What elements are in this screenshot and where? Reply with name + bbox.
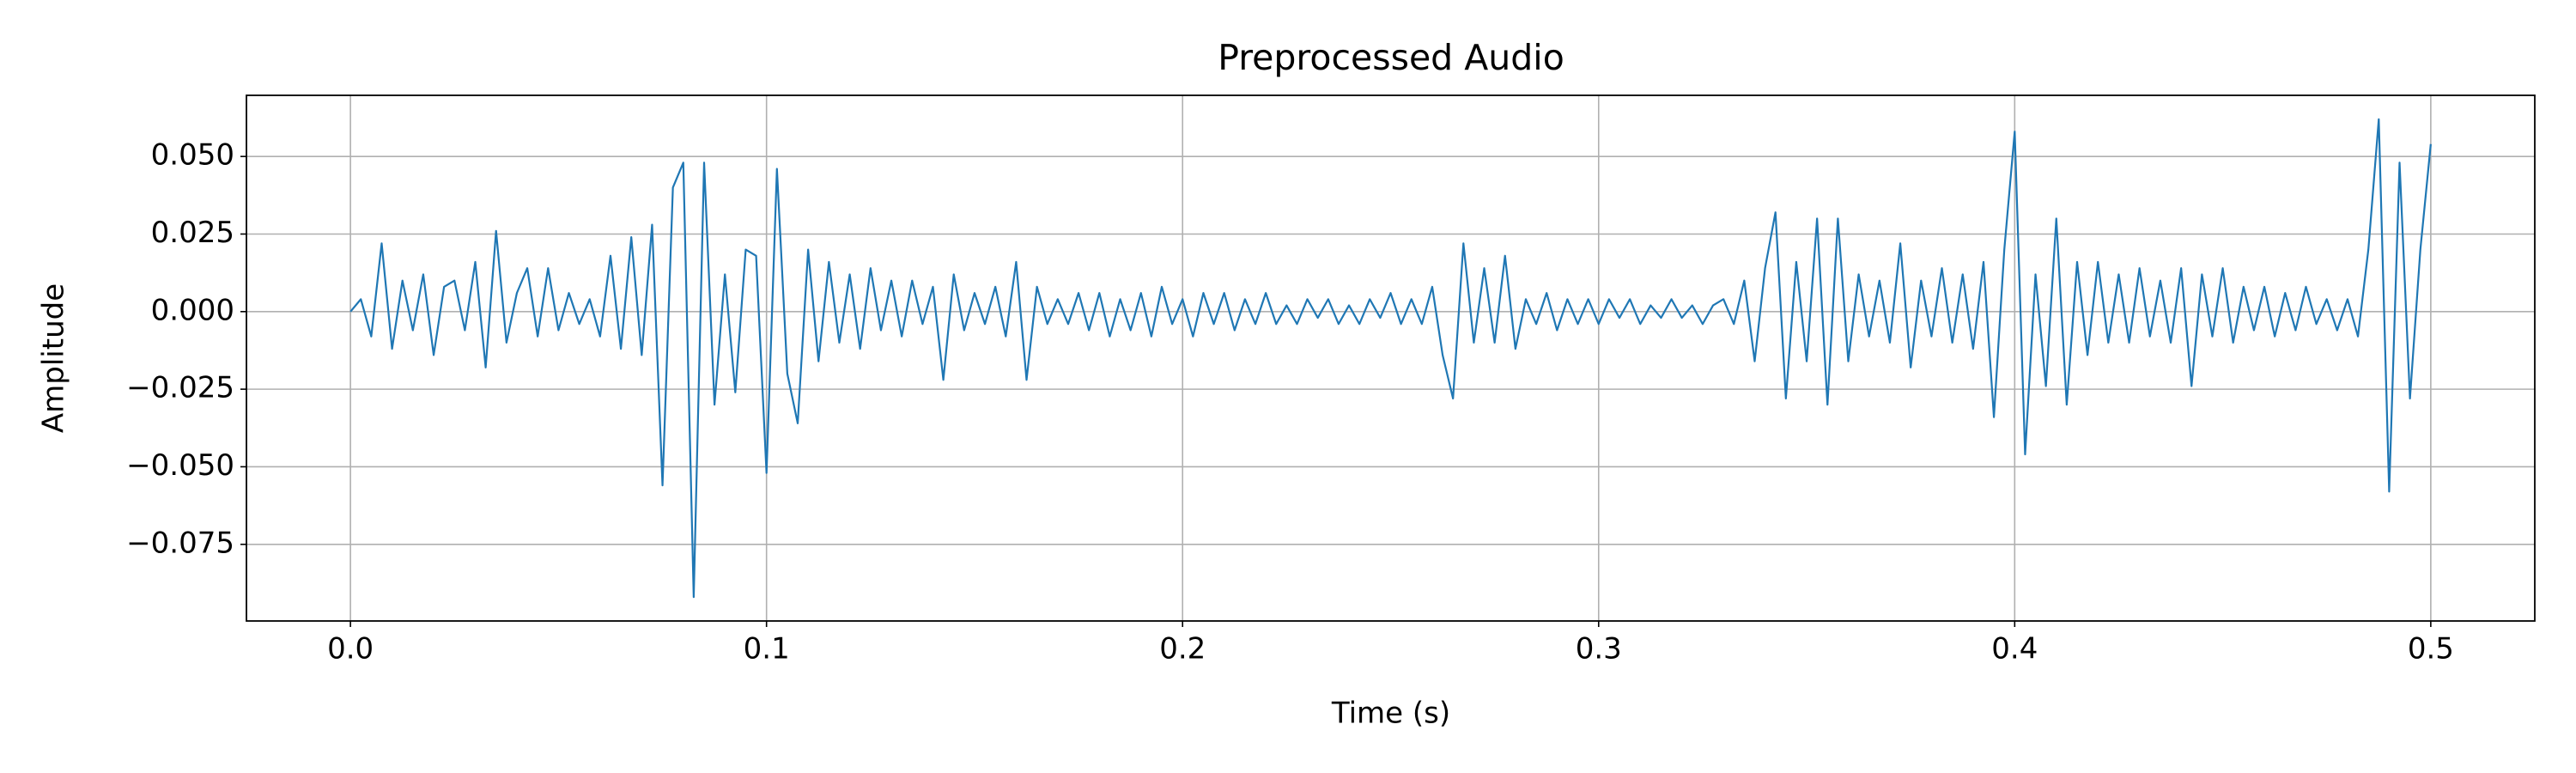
- x-tick-label: 0.2: [1159, 632, 1206, 666]
- x-tick-label: 0.5: [2408, 632, 2454, 666]
- x-tick-label: 0.1: [744, 632, 790, 666]
- chart-title: Preprocessed Audio: [1218, 37, 1564, 78]
- y-tick-label: −0.050: [126, 448, 234, 483]
- y-tick-label: 0.050: [151, 138, 234, 173]
- x-tick-label: 0.4: [1991, 632, 2038, 666]
- y-tick-label: −0.025: [126, 371, 234, 405]
- x-tick-label: 0.3: [1576, 632, 1622, 666]
- y-tick-label: −0.075: [126, 526, 234, 560]
- y-tick-label: 0.000: [151, 293, 234, 327]
- y-tick-label: 0.025: [151, 216, 234, 250]
- waveform-line: [349, 118, 2432, 599]
- x-axis-label: Time (s): [1331, 697, 1450, 731]
- plot-frame: [246, 94, 2536, 622]
- x-tick-label: 0.0: [327, 632, 374, 666]
- y-axis-label: Amplitude: [37, 283, 71, 433]
